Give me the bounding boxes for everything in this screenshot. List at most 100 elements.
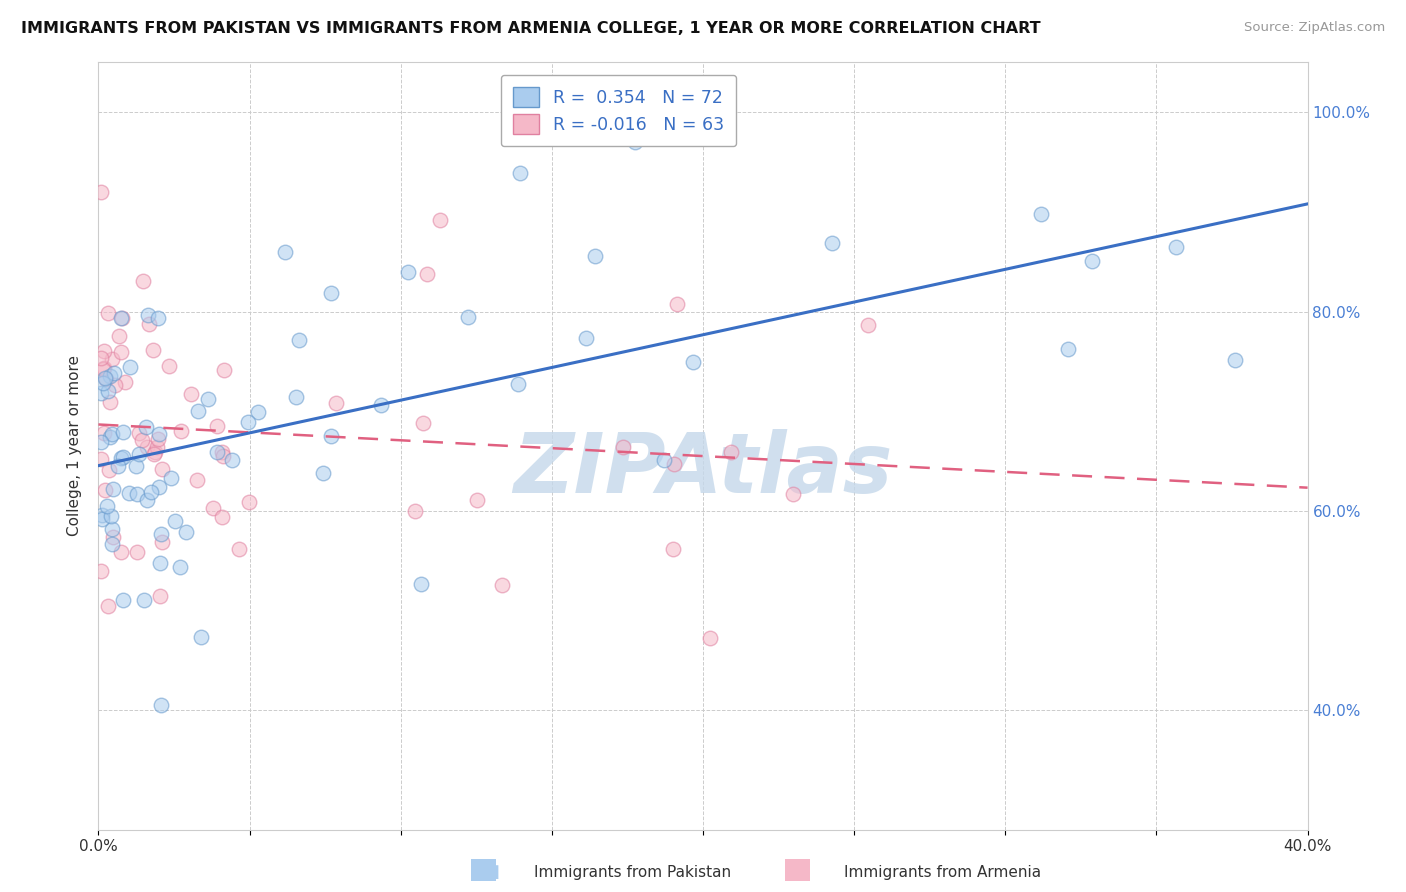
Point: [212, 363, 235, 377]
Text: ZIPAtlas: ZIPAtlas: [513, 428, 893, 509]
Point: [856, 318, 879, 333]
Point: [319, 429, 342, 443]
Point: [165, 514, 187, 528]
Point: [238, 415, 260, 429]
Point: [104, 378, 127, 392]
Point: [612, 440, 634, 454]
Point: [370, 398, 392, 412]
Point: [91, 376, 114, 391]
Point: [93, 361, 115, 376]
Point: [491, 578, 513, 592]
Point: [96, 371, 118, 385]
Point: [396, 265, 419, 279]
Point: [110, 450, 132, 465]
Point: [205, 445, 228, 459]
Point: [150, 462, 173, 476]
Point: [118, 359, 141, 374]
Point: [131, 433, 153, 447]
Point: [148, 556, 170, 570]
Point: [94, 371, 117, 385]
Point: [96, 499, 118, 513]
Text: ■: ■: [792, 863, 808, 881]
Point: [1056, 343, 1078, 357]
Point: [101, 537, 124, 551]
Point: [174, 524, 197, 539]
Point: [152, 534, 174, 549]
Point: [146, 432, 169, 446]
Point: [128, 446, 150, 460]
Point: [662, 457, 685, 471]
Point: [666, 297, 689, 311]
Point: [682, 355, 704, 369]
Point: [321, 285, 343, 300]
Point: [91, 362, 114, 376]
Point: [429, 213, 451, 227]
Point: [114, 376, 136, 390]
Point: [90, 564, 112, 578]
Point: [247, 405, 270, 419]
Point: [90, 512, 112, 526]
Point: [661, 541, 683, 556]
Point: [103, 530, 125, 544]
Point: [101, 522, 124, 536]
Point: [169, 559, 191, 574]
Point: [285, 391, 308, 405]
Point: [93, 425, 115, 440]
Point: [287, 333, 309, 347]
Point: [409, 576, 432, 591]
Point: [108, 328, 131, 343]
Point: [103, 366, 125, 380]
Point: [509, 166, 531, 180]
Point: [170, 424, 193, 438]
Point: [201, 500, 224, 515]
Point: [98, 430, 121, 444]
Text: Source: ZipAtlas.com: Source: ZipAtlas.com: [1244, 21, 1385, 34]
Point: [211, 444, 233, 458]
Point: [101, 351, 124, 366]
Point: [98, 369, 121, 384]
Point: [94, 483, 117, 497]
Point: [93, 343, 115, 358]
Point: [699, 631, 721, 645]
Point: [325, 396, 347, 410]
Point: [111, 311, 134, 326]
Point: [146, 440, 169, 454]
Point: [205, 419, 228, 434]
Point: [132, 592, 155, 607]
Point: [228, 542, 250, 557]
Point: [125, 459, 148, 474]
Point: [90, 386, 112, 401]
Point: [139, 485, 162, 500]
Point: [111, 425, 134, 439]
Point: [416, 268, 439, 282]
Y-axis label: College, 1 year or more: College, 1 year or more: [67, 356, 83, 536]
Point: [412, 416, 434, 430]
Point: [100, 426, 122, 441]
Point: [1029, 206, 1052, 220]
Point: [97, 306, 120, 320]
Point: [136, 493, 159, 508]
Point: [1166, 240, 1188, 254]
Point: [136, 440, 159, 454]
Point: [782, 487, 804, 501]
Point: [90, 351, 112, 365]
Point: [90, 185, 112, 199]
Point: [404, 504, 426, 518]
Point: [190, 630, 212, 644]
Point: [720, 445, 742, 459]
Point: [157, 359, 180, 374]
Point: [143, 447, 166, 461]
Text: IMMIGRANTS FROM PAKISTAN VS IMMIGRANTS FROM ARMENIA COLLEGE, 1 YEAR OR MORE CORR: IMMIGRANTS FROM PAKISTAN VS IMMIGRANTS F…: [21, 21, 1040, 36]
Point: [221, 452, 243, 467]
Point: [110, 310, 132, 325]
Point: [138, 317, 160, 331]
Point: [506, 376, 529, 391]
Point: [575, 331, 598, 345]
Point: [112, 592, 135, 607]
Point: [100, 508, 122, 523]
Point: [148, 480, 170, 494]
FancyBboxPatch shape: [779, 854, 817, 887]
Point: [97, 463, 120, 477]
Point: [197, 392, 219, 406]
Point: [90, 435, 112, 450]
